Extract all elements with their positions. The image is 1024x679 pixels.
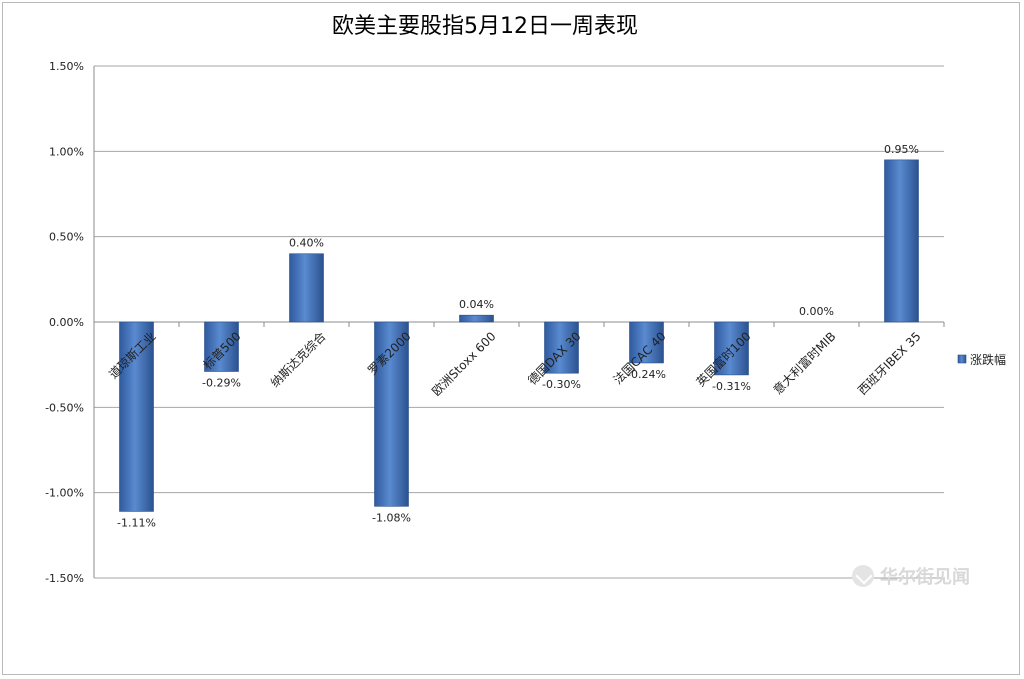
data-label: -0.31%	[712, 380, 751, 393]
data-label: 0.04%	[459, 298, 494, 311]
data-label: -0.30%	[542, 378, 581, 391]
y-tick-label: 0.50%	[49, 231, 84, 244]
x-tick-label: 意大利富时MIB	[770, 329, 839, 398]
bar	[629, 321, 664, 364]
chart-title: 欧美主要股指5月12日一周表现	[332, 14, 638, 39]
bar	[119, 321, 154, 512]
y-tick-label: -1.50%	[45, 572, 84, 585]
watermark-logo-icon	[852, 565, 874, 587]
y-tick-label: 0.00%	[49, 316, 84, 329]
watermark-text: 华尔街见闻	[880, 567, 970, 588]
data-label: -0.29%	[202, 376, 241, 389]
bar	[374, 321, 409, 507]
bar	[714, 321, 749, 376]
data-label: 0.40%	[289, 237, 324, 250]
bar	[544, 321, 579, 374]
bar	[459, 314, 494, 323]
y-tick-label: -0.50%	[45, 401, 84, 414]
data-label: 0.00%	[799, 305, 834, 318]
bar	[204, 321, 239, 372]
y-tick-label: -1.00%	[45, 487, 84, 500]
y-tick-label: 1.50%	[49, 60, 84, 73]
watermark: 华尔街见闻	[852, 563, 970, 589]
legend-label: 涨跌幅	[970, 352, 1006, 367]
bar	[884, 159, 919, 323]
x-tick-label: 纳斯达克综合	[267, 329, 329, 391]
x-tick-label: 欧洲Stoxx 600	[429, 329, 498, 398]
data-label: -1.11%	[117, 516, 156, 529]
y-tick-label: 1.00%	[49, 145, 84, 158]
data-label: -0.24%	[627, 368, 666, 381]
data-label: 0.95%	[884, 143, 919, 156]
x-tick-label: 西班牙IBEX 35	[855, 329, 923, 397]
legend-swatch	[957, 354, 967, 364]
data-label: -1.08%	[372, 511, 411, 524]
bar	[289, 253, 324, 323]
